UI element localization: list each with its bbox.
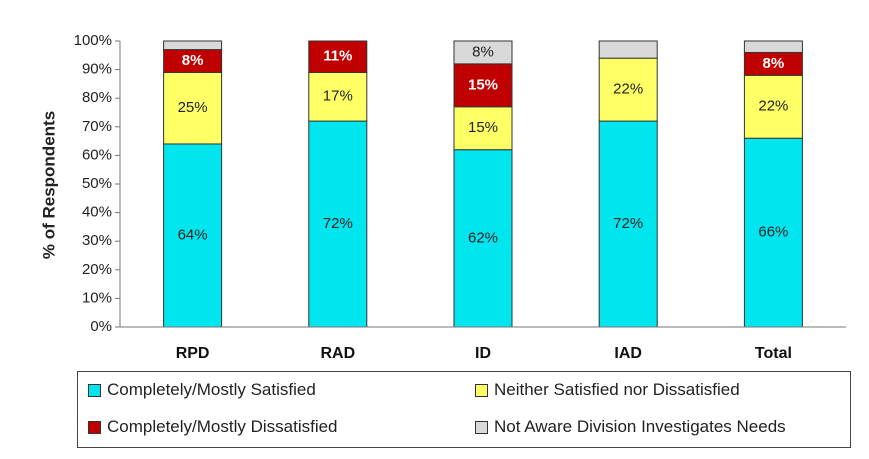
legend-swatch-not-aware — [475, 420, 488, 434]
data-label: 11% — [323, 48, 352, 65]
legend-swatch-neither — [475, 383, 488, 397]
legend-item-dissatisfied: Completely/Mostly Dissatisfied — [88, 417, 338, 437]
data-label: 72% — [323, 215, 353, 232]
legend-swatch-dissatisfied — [88, 420, 101, 434]
data-label: 66% — [758, 224, 788, 241]
data-label: 17% — [323, 88, 353, 105]
bar-segment — [598, 57, 658, 122]
bar-segment — [308, 40, 368, 73]
y-tick-label: 100% — [74, 32, 112, 49]
bar-group-id: 62% 15% 15% 8% — [453, 40, 513, 328]
x-tick-label: RPD — [176, 345, 210, 362]
data-label: 15% — [468, 119, 498, 136]
y-tick-label: 60% — [82, 146, 112, 163]
data-label: 62% — [468, 229, 498, 246]
bar-group-rad: 72% 17% 11% — [308, 40, 368, 328]
data-label: 8% — [472, 43, 494, 60]
bar-segment — [453, 149, 513, 328]
y-tick-label: 10% — [82, 289, 112, 306]
data-label: 8% — [763, 55, 785, 72]
legend: Completely/Mostly Satisfied Neither Sati… — [77, 371, 851, 448]
legend-swatch-satisfied — [88, 383, 101, 397]
bar-group-total: 66% 22% 8% — [743, 40, 803, 328]
y-tick-label: 30% — [82, 232, 112, 249]
bar-segment — [163, 71, 223, 145]
bar-segment — [743, 137, 803, 328]
bar-group-iad: 72% 22% — [598, 40, 658, 328]
y-axis-label: % of Respondents — [39, 111, 58, 259]
y-tick-label: 90% — [82, 61, 112, 78]
y-tick-label: 80% — [82, 89, 112, 106]
legend-item-satisfied: Completely/Mostly Satisfied — [88, 380, 316, 400]
bar-segment — [453, 40, 513, 65]
bar-segment — [598, 40, 658, 59]
y-tick-label: 50% — [82, 175, 112, 192]
bar-group-rpd: 64% 25% 8% — [163, 40, 223, 328]
y-tick-label: 0% — [90, 318, 112, 335]
bar-segment — [308, 120, 368, 328]
bars: 64% 25% 8% 72% 17% 11% 62% 15% 15% 8% 72% 22% 66% 22%… — [163, 40, 803, 328]
legend-label-dissatisfied: Completely/Mostly Dissatisfied — [107, 417, 338, 436]
x-axis: RPD RAD ID IAD Total — [120, 326, 846, 362]
x-tick-label: IAD — [614, 345, 642, 362]
y-tick-label: 70% — [82, 118, 112, 135]
bar-segment — [743, 74, 803, 139]
data-label: 72% — [613, 215, 643, 232]
legend-item-neither: Neither Satisfied nor Dissatisfied — [475, 380, 740, 400]
bar-segment — [743, 40, 803, 53]
bar-segment — [163, 143, 223, 328]
data-label: 22% — [613, 81, 643, 98]
bar-segment — [453, 106, 513, 151]
legend-label-neither: Neither Satisfied nor Dissatisfied — [494, 380, 740, 399]
x-tick-label: RAD — [320, 345, 355, 362]
legend-label-not-aware: Not Aware Division Investigates Needs — [494, 417, 786, 436]
x-tick-label: ID — [475, 345, 491, 362]
data-label: 64% — [178, 226, 208, 243]
y-tick-label: 20% — [82, 261, 112, 278]
data-label: 15% — [468, 76, 498, 93]
data-label: 22% — [758, 98, 788, 115]
y-axis: 0% 10% 20% 30% 40% 50% 60% 70% 80% 90% 100% — [74, 32, 121, 335]
data-label: 25% — [178, 99, 208, 116]
data-label: 8% — [182, 52, 204, 69]
x-tick-label: Total — [755, 345, 792, 362]
bar-segment — [163, 40, 223, 51]
legend-label-satisfied: Completely/Mostly Satisfied — [107, 380, 316, 399]
y-tick-label: 40% — [82, 204, 112, 221]
legend-item-not-aware: Not Aware Division Investigates Needs — [475, 417, 786, 437]
